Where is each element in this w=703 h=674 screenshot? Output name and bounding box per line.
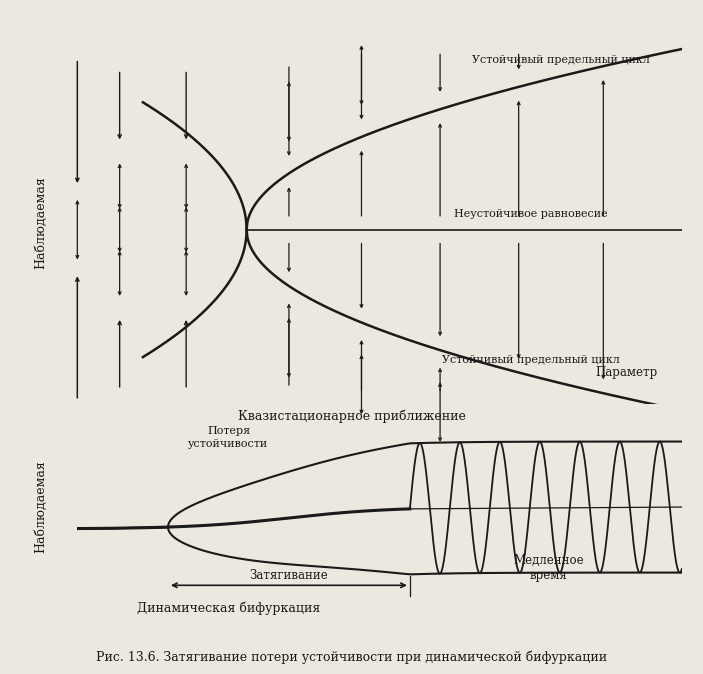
Text: Устойчивый предельный цикл: Устойчивый предельный цикл — [442, 355, 619, 365]
Text: Медленное
время: Медленное время — [514, 553, 584, 582]
Text: Устойчивый предельный цикл: Устойчивый предельный цикл — [472, 55, 650, 65]
Text: Параметр: Параметр — [595, 366, 658, 379]
Text: Динамическая бифуркация: Динамическая бифуркация — [137, 602, 320, 615]
Text: Наблюдаемая: Наблюдаемая — [34, 176, 48, 269]
Text: Затягивание: Затягивание — [250, 569, 328, 582]
Text: Неустойчивое равновесие: Неустойчивое равновесие — [454, 209, 607, 219]
Text: Квазистационарное приближение: Квазистационарное приближение — [238, 410, 465, 423]
Text: Рис. 13.6. Затягивание потери устойчивости при динамической бифуркации: Рис. 13.6. Затягивание потери устойчивос… — [96, 650, 607, 664]
Text: Потеря
устойчивости: Потеря устойчивости — [188, 426, 269, 449]
Text: Наблюдаемая: Наблюдаемая — [34, 460, 48, 553]
